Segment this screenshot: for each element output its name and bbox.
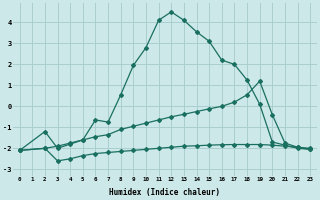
X-axis label: Humidex (Indice chaleur): Humidex (Indice chaleur)	[109, 188, 220, 197]
